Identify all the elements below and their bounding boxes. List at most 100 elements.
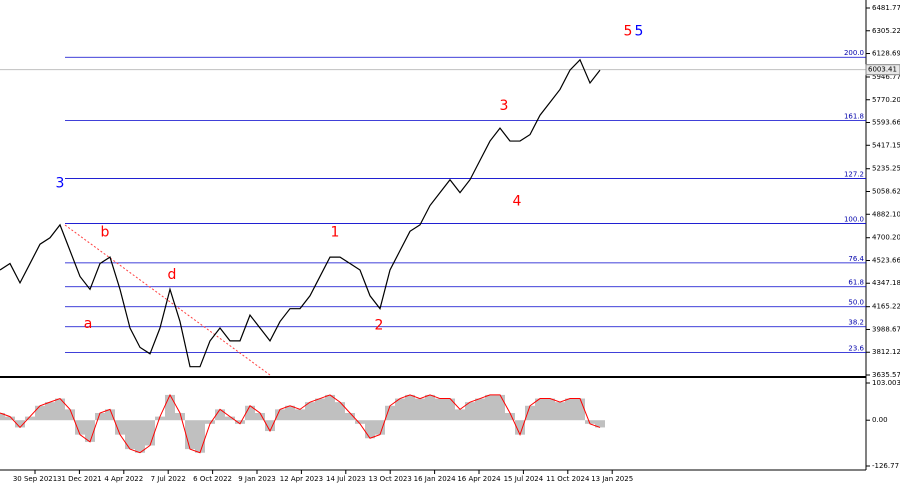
osc-bar [145, 420, 155, 446]
wave-label: 5 [635, 23, 644, 39]
y-tick-label: 4165.22 [872, 303, 900, 311]
osc-bar [5, 416, 15, 421]
osc-bar [195, 420, 205, 453]
x-tick-label: 15 Jul 2024 [504, 475, 544, 483]
fib-label: 61.8 [848, 279, 864, 287]
osc-bar [105, 409, 115, 421]
y-tick-label: 5770.20 [872, 96, 900, 104]
y-tick-label: 3635.57 [872, 371, 900, 379]
osc-bar [575, 398, 585, 421]
y-tick-label: 6481.77 [872, 4, 900, 12]
osc-bar [155, 416, 165, 421]
osc-bar [225, 416, 235, 421]
y-tick-label: 6128.69 [872, 50, 900, 58]
osc-tick-label: -126.77 [872, 462, 899, 470]
osc-bar [415, 398, 425, 421]
fib-label: 38.2 [848, 319, 864, 327]
osc-bar [165, 394, 175, 421]
x-tick-label: 7 Jul 2022 [151, 475, 186, 483]
wave-label: b [101, 225, 110, 241]
osc-bar [265, 420, 275, 432]
wave-label: 3 [56, 176, 65, 192]
y-tick-label: 4882.10 [872, 210, 900, 218]
osc-bar [85, 420, 95, 442]
x-tick-label: 11 Oct 2024 [546, 475, 590, 483]
x-tick-label: 4 Apr 2022 [104, 475, 143, 483]
x-tick-label: 16 Apr 2024 [457, 475, 501, 483]
osc-bar [345, 412, 355, 421]
y-tick-label: 5593.66 [872, 119, 900, 127]
osc-bar [115, 420, 125, 435]
osc-bar [0, 412, 5, 421]
osc-bar [335, 402, 345, 421]
wave-label: d [168, 267, 177, 283]
osc-bar [365, 420, 375, 439]
y-tick-label: 5235.25 [872, 165, 900, 173]
osc-bar [65, 409, 75, 421]
osc-bar [465, 402, 475, 421]
osc-tick-label: 103.003 [872, 379, 900, 387]
osc-bar [295, 409, 305, 421]
osc-bar [395, 398, 405, 421]
wave-label: a [84, 316, 93, 332]
x-tick-label: 30 Sep 2021 [13, 475, 57, 483]
osc-bar [235, 420, 245, 424]
osc-bar [75, 420, 85, 435]
osc-bar [285, 405, 295, 421]
y-tick-label: 5058.62 [872, 188, 900, 196]
fib-label: 50.0 [848, 299, 864, 307]
osc-bar [185, 420, 195, 450]
x-tick-label: 12 Apr 2023 [280, 475, 323, 483]
wave-label: 4 [513, 194, 522, 210]
osc-tick-label: 0.00 [872, 416, 888, 424]
osc-bar [555, 402, 565, 421]
osc-bar [175, 412, 185, 421]
price-line [0, 58, 601, 368]
osc-bar [35, 405, 45, 421]
osc-bar [25, 416, 35, 421]
wave-label: 3 [500, 98, 509, 114]
fib-label: 161.8 [844, 112, 864, 120]
x-tick-label: 6 Oct 2022 [193, 475, 232, 483]
y-tick-label: 3812.12 [872, 348, 900, 356]
osc-bar [425, 394, 435, 421]
osc-bar [135, 420, 145, 453]
osc-bar [255, 412, 265, 421]
x-tick-label: 14 Jul 2023 [326, 475, 366, 483]
osc-bar [565, 398, 575, 421]
osc-bar [595, 420, 605, 428]
y-tick-label: 3988.67 [872, 325, 900, 333]
osc-bar [455, 409, 465, 421]
osc-bar [325, 394, 335, 421]
osc-bar [205, 420, 215, 424]
osc-bar [535, 398, 545, 421]
osc-bar [495, 394, 505, 421]
fib-label: 100.0 [844, 216, 864, 224]
osc-bar [305, 402, 315, 421]
osc-bar [275, 409, 285, 421]
current-price-label: 6003.41 [868, 66, 897, 74]
osc-bar [55, 398, 65, 421]
osc-bar [245, 405, 255, 421]
x-tick-label: 13 Oct 2023 [369, 475, 412, 483]
wave-label: 1 [331, 225, 340, 241]
y-tick-label: 4523.66 [872, 256, 900, 264]
fib-label: 23.6 [848, 345, 864, 353]
osc-bar [95, 412, 105, 421]
x-tick-label: 9 Jan 2023 [238, 475, 276, 483]
osc-bar [355, 420, 365, 424]
fib-label: 200.0 [844, 49, 864, 57]
fib-label: 127.2 [844, 170, 864, 178]
x-tick-label: 31 Dec 2021 [57, 475, 102, 483]
current-price-box [865, 64, 900, 76]
osc-bar [525, 405, 535, 421]
osc-bar [385, 405, 395, 421]
osc-bar [475, 398, 485, 421]
osc-bar [15, 420, 25, 428]
osc-bar [45, 402, 55, 421]
osc-bar [545, 398, 555, 421]
x-tick-label: 13 Jan 2025 [591, 475, 633, 483]
osc-bar [445, 398, 455, 421]
y-tick-label: 4347.18 [872, 279, 900, 287]
